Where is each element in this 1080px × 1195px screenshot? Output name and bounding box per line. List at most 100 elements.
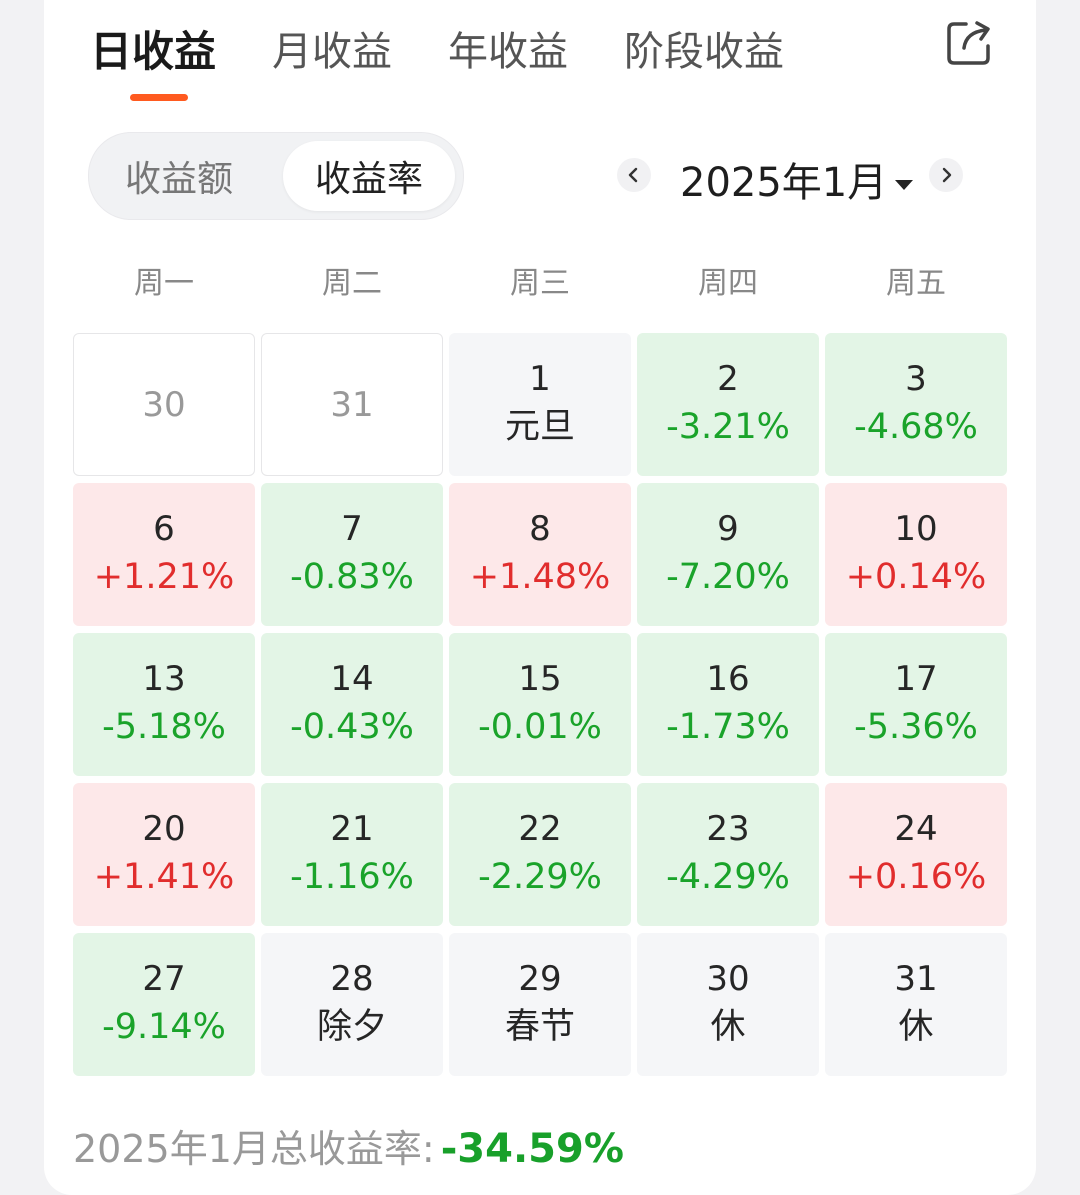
tab-bar: 日收益 月收益 年收益 阶段收益 bbox=[90, 18, 840, 101]
calendar-day-cell[interactable]: 20 +1.41% bbox=[73, 783, 255, 926]
day-value: -3.21% bbox=[666, 406, 790, 447]
summary-label: 2025年1月总收益率: bbox=[73, 1127, 435, 1171]
month-selector[interactable]: 2025年1月 bbox=[680, 150, 914, 208]
calendar-day-cell[interactable]: 1 元旦 bbox=[449, 333, 631, 476]
day-value: 休 bbox=[898, 1006, 934, 1047]
day-number: 31 bbox=[894, 958, 938, 999]
toggle-rate-button[interactable]: 收益率 bbox=[283, 141, 455, 211]
active-tab-indicator bbox=[130, 93, 188, 101]
day-number: 14 bbox=[330, 658, 374, 699]
tab-period-label: 阶段收益 bbox=[624, 29, 785, 75]
weekday-header: 周一 周二 周三 周四 周五 bbox=[73, 258, 1007, 308]
current-month-label: 2025年1月 bbox=[680, 160, 888, 206]
day-value: -1.16% bbox=[290, 856, 414, 897]
tab-yearly-returns[interactable]: 年收益 bbox=[448, 19, 568, 77]
day-number: 6 bbox=[153, 508, 175, 549]
weekday-thu: 周四 bbox=[698, 266, 758, 301]
calendar-day-cell[interactable]: 30 bbox=[73, 333, 255, 476]
day-value: -1.73% bbox=[666, 706, 790, 747]
day-number: 20 bbox=[142, 808, 186, 849]
calendar-day-cell[interactable]: 29 春节 bbox=[449, 933, 631, 1076]
share-icon[interactable] bbox=[946, 20, 992, 66]
amount-rate-toggle: 收益额 收益率 bbox=[88, 132, 464, 220]
calendar-day-cell[interactable]: 10 +0.14% bbox=[825, 483, 1007, 626]
day-value: 休 bbox=[710, 1006, 746, 1047]
calendar-day-cell[interactable]: 16 -1.73% bbox=[637, 633, 819, 776]
day-value: -5.36% bbox=[854, 706, 978, 747]
day-value: -0.43% bbox=[290, 706, 414, 747]
day-number: 8 bbox=[529, 508, 551, 549]
calendar-day-cell[interactable]: 31 bbox=[261, 333, 443, 476]
day-number: 29 bbox=[518, 958, 562, 999]
calendar-day-cell[interactable]: 21 -1.16% bbox=[261, 783, 443, 926]
day-number: 28 bbox=[330, 958, 374, 999]
weekday-fri: 周五 bbox=[886, 266, 946, 301]
day-number: 3 bbox=[905, 358, 927, 399]
summary-total-rate: -34.59% bbox=[440, 1126, 624, 1172]
day-number: 21 bbox=[330, 808, 374, 849]
chevron-left-icon bbox=[628, 167, 638, 183]
prev-month-button[interactable] bbox=[617, 158, 651, 192]
day-value: -9.14% bbox=[102, 1006, 226, 1047]
day-number: 16 bbox=[706, 658, 750, 699]
month-summary: 2025年1月总收益率: -34.59% bbox=[73, 1118, 624, 1173]
day-value: +1.41% bbox=[93, 856, 235, 897]
day-number: 9 bbox=[717, 508, 739, 549]
weekday-mon: 周一 bbox=[134, 266, 194, 301]
day-number: 2 bbox=[717, 358, 739, 399]
day-number: 15 bbox=[518, 658, 562, 699]
day-value: 春节 bbox=[504, 1006, 575, 1047]
toggle-amount-button[interactable]: 收益额 bbox=[124, 159, 233, 200]
calendar-day-cell[interactable]: 15 -0.01% bbox=[449, 633, 631, 776]
day-value: -0.01% bbox=[478, 706, 602, 747]
calendar-day-cell[interactable]: 31 休 bbox=[825, 933, 1007, 1076]
weekday-wed: 周三 bbox=[510, 266, 570, 301]
calendar-day-cell[interactable]: 30 休 bbox=[637, 933, 819, 1076]
day-number: 22 bbox=[518, 808, 562, 849]
calendar-day-cell[interactable]: 6 +1.21% bbox=[73, 483, 255, 626]
day-number: 13 bbox=[142, 658, 186, 699]
day-value: -5.18% bbox=[102, 706, 226, 747]
calendar-day-cell[interactable]: 9 -7.20% bbox=[637, 483, 819, 626]
day-value: -7.20% bbox=[666, 556, 790, 597]
tab-daily-returns[interactable]: 日收益 bbox=[90, 18, 217, 101]
calendar-day-cell[interactable]: 24 +0.16% bbox=[825, 783, 1007, 926]
calendar-day-cell[interactable]: 23 -4.29% bbox=[637, 783, 819, 926]
day-value: -4.29% bbox=[666, 856, 790, 897]
day-value: -4.68% bbox=[854, 406, 978, 447]
day-number: 1 bbox=[529, 358, 551, 399]
next-month-button[interactable] bbox=[929, 158, 963, 192]
day-number: 24 bbox=[894, 808, 938, 849]
tab-monthly-returns[interactable]: 月收益 bbox=[272, 19, 392, 77]
day-number: 27 bbox=[142, 958, 186, 999]
day-value: +0.14% bbox=[845, 556, 987, 597]
calendar-day-cell[interactable]: 2 -3.21% bbox=[637, 333, 819, 476]
day-number: 23 bbox=[706, 808, 750, 849]
calendar-day-cell[interactable]: 8 +1.48% bbox=[449, 483, 631, 626]
day-value: +0.16% bbox=[845, 856, 987, 897]
weekday-tue: 周二 bbox=[322, 266, 382, 301]
tab-period-returns[interactable]: 阶段收益 bbox=[624, 19, 784, 77]
caret-down-icon bbox=[895, 180, 914, 190]
tab-daily-label: 日收益 bbox=[90, 26, 217, 76]
calendar-day-cell[interactable]: 17 -5.36% bbox=[825, 633, 1007, 776]
day-number: 31 bbox=[330, 384, 374, 425]
day-number: 30 bbox=[142, 384, 186, 425]
day-number: 10 bbox=[894, 508, 938, 549]
day-number: 30 bbox=[706, 958, 750, 999]
day-number: 7 bbox=[341, 508, 363, 549]
day-value: +1.48% bbox=[469, 556, 611, 597]
calendar-day-cell[interactable]: 27 -9.14% bbox=[73, 933, 255, 1076]
tab-yearly-label: 年收益 bbox=[448, 29, 569, 75]
day-value: -0.83% bbox=[290, 556, 414, 597]
calendar-day-cell[interactable]: 7 -0.83% bbox=[261, 483, 443, 626]
calendar-day-cell[interactable]: 14 -0.43% bbox=[261, 633, 443, 776]
calendar-day-cell[interactable]: 22 -2.29% bbox=[449, 783, 631, 926]
calendar-day-cell[interactable]: 13 -5.18% bbox=[73, 633, 255, 776]
day-value: +1.21% bbox=[93, 556, 235, 597]
day-value: 除夕 bbox=[316, 1006, 387, 1047]
calendar-day-cell[interactable]: 3 -4.68% bbox=[825, 333, 1007, 476]
calendar-day-cell[interactable]: 28 除夕 bbox=[261, 933, 443, 1076]
day-value: -2.29% bbox=[478, 856, 602, 897]
day-value: 元旦 bbox=[504, 406, 575, 447]
